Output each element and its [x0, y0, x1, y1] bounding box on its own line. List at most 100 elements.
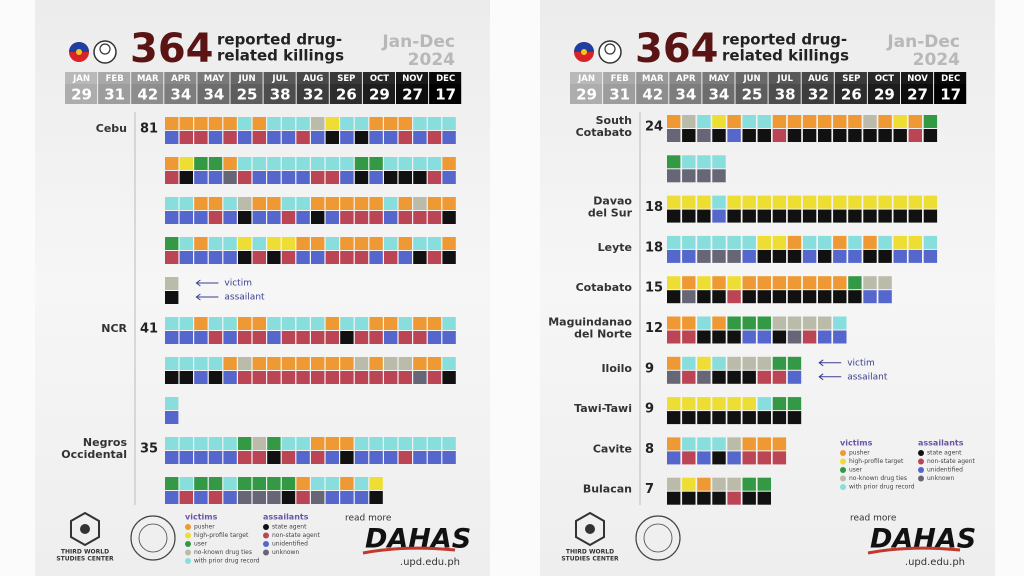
victim-square — [697, 316, 711, 330]
victim-square — [697, 356, 711, 370]
region-name: Cavite — [593, 442, 632, 455]
assailant-square — [238, 451, 252, 464]
legend-dot — [263, 532, 269, 539]
assailant-square — [712, 169, 726, 183]
month-cell — [98, 84, 131, 104]
victim-square — [384, 237, 398, 250]
assailant-square — [252, 371, 266, 384]
assailant-square — [179, 211, 193, 224]
victim-square — [802, 276, 817, 290]
brand-swoosh — [867, 546, 961, 555]
victim-square — [252, 477, 266, 490]
region-name: del Norte — [574, 328, 632, 341]
assailant-square — [194, 131, 208, 144]
assailant-square — [697, 129, 711, 142]
assailant-square — [354, 251, 369, 264]
assailant-square — [682, 209, 696, 223]
assailant-square — [757, 451, 771, 465]
victim-square — [340, 197, 354, 210]
victim-square — [742, 437, 756, 451]
victim-square — [697, 155, 711, 169]
assailant-square — [727, 290, 741, 304]
assailant-square — [833, 249, 847, 263]
victim-square — [697, 397, 711, 411]
victim-square — [179, 157, 193, 170]
victim-square — [757, 397, 771, 411]
assailant-square — [296, 251, 310, 264]
victim-square — [340, 157, 354, 170]
month-cell — [801, 72, 834, 84]
month-label: FEB — [106, 74, 124, 84]
center-name: STUDIES CENTER — [561, 556, 619, 563]
victim-square — [908, 235, 922, 249]
panel: 364 reported drug-related killings Jan-Dec… — [540, 0, 995, 576]
annotation-text: victim — [224, 279, 252, 289]
assailant-square — [757, 129, 771, 142]
legend-label: no-known drug ties — [849, 475, 907, 482]
victim-square — [667, 397, 681, 411]
month-cell — [329, 72, 362, 84]
legend-label: state agent — [927, 450, 962, 457]
flag-sun — [581, 49, 587, 55]
assailant-square — [223, 371, 237, 384]
assailant-square — [281, 131, 296, 144]
brand-swoosh — [362, 546, 456, 555]
victim-square — [818, 115, 832, 128]
assailant-square — [427, 331, 442, 344]
assailant-square — [354, 371, 369, 384]
victim-square — [682, 235, 696, 249]
legend-label: user — [849, 467, 863, 474]
region-count: 9 — [645, 402, 654, 417]
killings — [667, 316, 847, 344]
assailant-square — [848, 209, 862, 223]
victim-square — [165, 477, 179, 490]
legend-label: non-state agent — [272, 532, 321, 539]
victim-square — [340, 237, 354, 250]
region-name: Iloilo — [601, 362, 632, 375]
assailant-square — [252, 251, 266, 264]
month-count: 26 — [841, 86, 862, 104]
victim-square — [772, 115, 787, 128]
assailant-square — [848, 129, 862, 142]
assailant-square — [325, 331, 339, 344]
victim-square — [384, 317, 398, 330]
victim-square — [238, 117, 252, 130]
region-name: Maguindanao — [548, 316, 632, 329]
assailant-square — [742, 209, 756, 223]
legend-dot — [918, 467, 924, 473]
victim-square — [727, 477, 741, 491]
month-cell — [65, 84, 98, 104]
assailant-square — [398, 451, 412, 464]
month-cell — [296, 84, 329, 104]
month-cell — [570, 72, 603, 84]
victim-square — [682, 195, 696, 209]
total: 364 — [130, 26, 214, 72]
assailant-square — [908, 129, 922, 142]
month-count: 17 — [435, 86, 456, 104]
assailant-square — [267, 491, 281, 504]
assailant-square — [223, 451, 237, 464]
victim-square — [923, 235, 938, 249]
month-count: 27 — [907, 86, 928, 104]
month-count: 32 — [808, 86, 829, 104]
victim-square — [682, 397, 696, 411]
month-label: JUN — [237, 74, 255, 84]
legend-label: with prior drug record — [194, 558, 260, 565]
assailant-square — [908, 249, 922, 263]
assailant-square — [179, 491, 193, 504]
month-cell — [934, 72, 967, 84]
victim-square — [296, 317, 310, 330]
victim-square — [194, 437, 208, 450]
victim-square — [742, 195, 756, 209]
assailant-square — [802, 209, 817, 223]
victim-square — [267, 317, 281, 330]
assailant-square — [252, 331, 266, 344]
victim-square — [878, 235, 892, 249]
victim-square — [340, 357, 354, 370]
victim-square — [772, 356, 787, 370]
region-count: 35 — [140, 442, 158, 457]
month-label: APR — [676, 74, 696, 84]
victim-square — [833, 235, 847, 249]
assailant-square — [667, 209, 681, 223]
victim-square — [893, 115, 907, 128]
